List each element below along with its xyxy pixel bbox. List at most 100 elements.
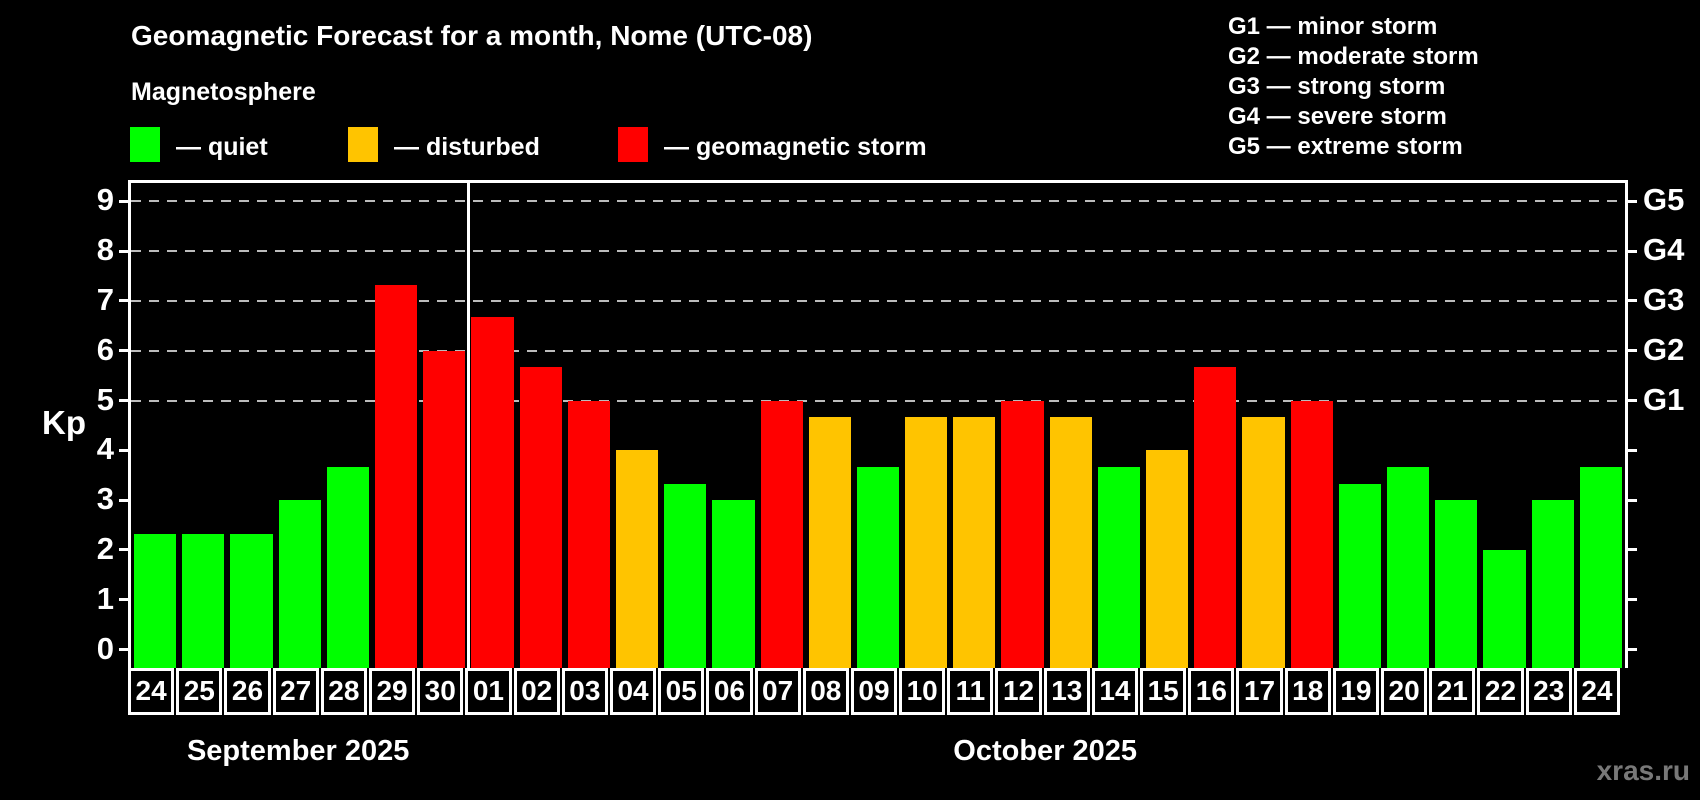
y-tick-left-3 <box>119 498 128 502</box>
y-tick-label-4: 4 <box>96 431 114 467</box>
bar-october-20 <box>1387 466 1430 668</box>
date-cell-october-17: 17 <box>1236 668 1283 715</box>
bar-september-29 <box>374 284 418 668</box>
date-cell-october-03: 03 <box>561 668 608 715</box>
bar-october-06 <box>712 500 755 668</box>
date-cell-september-24: 24 <box>128 668 175 715</box>
date-cell-october-02: 02 <box>513 668 560 715</box>
y-tick-right-0 <box>1628 648 1637 652</box>
y-tick-label-0: 0 <box>96 630 114 666</box>
y-tick-left-4 <box>119 448 128 452</box>
y-tick-left-2 <box>119 548 128 552</box>
date-cell-october-12: 12 <box>995 668 1042 715</box>
bar-october-24 <box>1579 466 1622 668</box>
bar-october-22 <box>1483 549 1526 668</box>
bar-october-09 <box>856 466 900 668</box>
bar-september-27 <box>278 500 321 668</box>
date-cell-october-24: 24 <box>1573 668 1620 715</box>
legend-swatch-disturbed <box>348 127 378 162</box>
y-tick-right-1 <box>1628 598 1637 602</box>
bar-october-10 <box>905 417 948 668</box>
storm-scale-line-g3: G3 — strong storm <box>1228 73 1446 100</box>
storm-scale-line-g2: G2 — moderate storm <box>1228 43 1479 70</box>
date-cell-october-06: 06 <box>706 668 753 715</box>
date-cell-september-29: 29 <box>368 668 416 715</box>
storm-scale-line-g5: G5 — extreme storm <box>1228 133 1463 160</box>
bar-october-23 <box>1531 500 1574 668</box>
bar-october-19 <box>1338 483 1382 668</box>
y-tick-left-1 <box>119 598 128 602</box>
y-tick-label-5: 5 <box>96 381 114 417</box>
y-tick-label-7: 7 <box>96 281 114 317</box>
date-cell-october-16: 16 <box>1188 668 1235 715</box>
bar-september-28 <box>326 466 369 668</box>
date-cell-october-21: 21 <box>1429 668 1476 715</box>
y-tick-left-9 <box>119 199 128 203</box>
date-cell-october-08: 08 <box>802 668 849 715</box>
y-tick-right-9 <box>1628 199 1637 203</box>
y-tick-right-6 <box>1628 349 1637 353</box>
date-cell-october-20: 20 <box>1381 668 1428 715</box>
chart-subtitle: Magnetosphere <box>131 78 316 106</box>
date-cell-october-07: 07 <box>754 668 801 715</box>
date-cell-october-04: 04 <box>609 668 657 715</box>
date-cell-october-10: 10 <box>899 668 946 715</box>
bar-october-01 <box>471 317 514 668</box>
gridline-kp6 <box>131 349 1625 352</box>
date-cell-october-05: 05 <box>658 668 705 715</box>
date-cell-october-19: 19 <box>1332 668 1380 715</box>
legend-label-disturbed: — disturbed <box>394 133 540 161</box>
y-tick-label-3: 3 <box>96 481 114 517</box>
plot-area <box>131 183 1625 668</box>
page-title: Geomagnetic Forecast for a month, Nome (… <box>131 20 813 51</box>
bar-september-26 <box>230 533 273 668</box>
bar-october-08 <box>808 417 851 668</box>
bar-october-18 <box>1290 400 1333 668</box>
y-tick-label-2: 2 <box>96 530 114 566</box>
date-cell-september-27: 27 <box>272 668 319 715</box>
legend-swatch-storm <box>618 127 648 162</box>
date-cell-october-23: 23 <box>1525 668 1572 715</box>
y-tick-label-9: 9 <box>96 182 114 218</box>
date-cell-october-01: 01 <box>465 668 512 715</box>
gridline-kp7 <box>131 299 1625 302</box>
y-tick-label-1: 1 <box>96 580 114 616</box>
bar-october-12 <box>1001 400 1044 668</box>
date-cell-september-25: 25 <box>176 668 223 715</box>
y-tick-right-4 <box>1628 448 1637 452</box>
date-cell-september-30: 30 <box>417 668 464 715</box>
date-cell-october-15: 15 <box>1140 668 1187 715</box>
bar-september-25 <box>182 533 225 668</box>
right-axis-label-g5: G5 <box>1643 182 1685 218</box>
bar-october-13 <box>1049 417 1092 668</box>
date-cell-october-14: 14 <box>1091 668 1139 715</box>
bar-october-14 <box>1097 466 1141 668</box>
bar-october-16 <box>1194 367 1237 668</box>
bar-october-15 <box>1146 450 1189 668</box>
y-tick-right-8 <box>1628 249 1637 253</box>
right-axis-label-g1: G1 <box>1643 381 1685 417</box>
y-axis-label: Kp <box>42 404 86 441</box>
y-tick-left-0 <box>119 648 128 652</box>
bar-october-17 <box>1242 417 1285 668</box>
storm-scale-line-g4: G4 — severe storm <box>1228 103 1447 130</box>
storm-scale-legend: G1 — minor storm G2 — moderate storm G3 — … <box>1228 12 1479 162</box>
date-cell-september-28: 28 <box>320 668 367 715</box>
month-label-0: September 2025 <box>186 735 410 767</box>
y-tick-left-6 <box>119 349 128 353</box>
y-tick-right-5 <box>1628 399 1637 403</box>
date-cell-october-18: 18 <box>1284 668 1331 715</box>
bar-october-03 <box>567 400 610 668</box>
bar-september-24 <box>134 533 177 668</box>
y-tick-right-7 <box>1628 299 1637 303</box>
watermark: xras.ru <box>1596 755 1690 786</box>
bar-october-02 <box>519 367 562 668</box>
month-separator <box>466 183 470 668</box>
bar-october-07 <box>760 400 803 668</box>
date-cell-september-26: 26 <box>224 668 271 715</box>
right-axis-label-g4: G4 <box>1643 232 1685 268</box>
date-cell-october-22: 22 <box>1477 668 1524 715</box>
right-axis-label-g2: G2 <box>1643 331 1685 367</box>
gridline-kp5 <box>131 399 1625 402</box>
